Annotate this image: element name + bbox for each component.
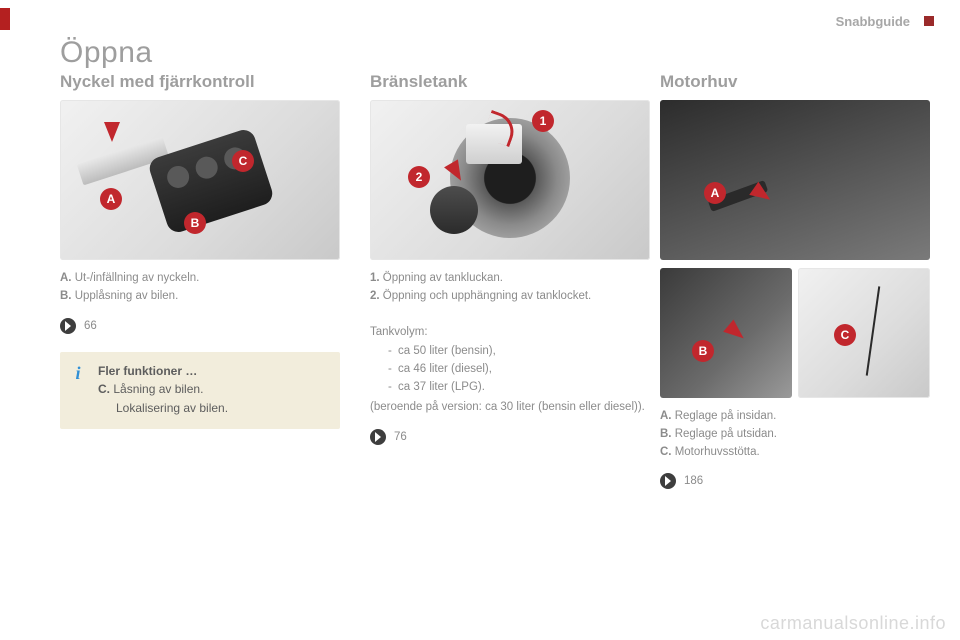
info-box: i Fler funktioner … C. Låsning av bilen.…: [60, 352, 340, 430]
col3-list: A. Reglage på insidan. B. Reglage på uts…: [660, 408, 930, 461]
badge-b: B: [184, 212, 206, 234]
ref-number: 76: [394, 431, 407, 443]
ref-number: 66: [84, 320, 97, 332]
info-label-c: C.: [98, 382, 110, 396]
badge-c: C: [834, 324, 856, 346]
badge-b: B: [692, 340, 714, 362]
figure-pair: B C: [660, 268, 930, 398]
bonnet-stay: [866, 286, 881, 375]
interior-dark-bg: [660, 100, 930, 260]
figure-bonnet-stay: C: [798, 268, 930, 398]
text-b: Upplåsning av bilen.: [75, 290, 179, 302]
page-ref-76: 76: [370, 429, 650, 445]
watermark: carmanualsonline.info: [760, 613, 946, 634]
ref-number: 186: [684, 475, 703, 487]
tank-volume-block: Tankvolym: ca 50 liter (bensin), ca 46 l…: [370, 324, 650, 417]
key-button: [193, 154, 221, 182]
info-title: Fler funktioner …: [98, 364, 197, 378]
section-label: Snabbguide: [836, 14, 910, 29]
col-bonnet: Motorhuv A B C A. Reglage på insidan. B.…: [660, 72, 930, 489]
ref-icon: [370, 429, 386, 445]
col2-heading: Bränsletank: [370, 72, 650, 92]
label-2: 2.: [370, 290, 380, 302]
bullet-2: ca 46 liter (diesel),: [388, 361, 650, 379]
arrow-icon: [104, 122, 120, 142]
text-b: Reglage på utsidan.: [675, 428, 777, 440]
page-ref-186: 186: [660, 473, 930, 489]
col1-list: A. Ut-/infällning av nyckeln. B. Upplåsn…: [60, 270, 340, 306]
col2-list: 1. Öppning av tankluckan. 2. Öppning och…: [370, 270, 650, 306]
label-b: B.: [660, 428, 672, 440]
badge-a: A: [100, 188, 122, 210]
bullet-1: ca 50 liter (bensin),: [388, 343, 650, 361]
badge-2: 2: [408, 166, 430, 188]
info-text-c: Låsning av bilen.: [113, 382, 203, 396]
key-head: [147, 127, 276, 235]
bullet-3: ca 37 liter (LPG).: [388, 379, 650, 397]
badge-c: C: [232, 150, 254, 172]
text-a: Ut-/infällning av nyckeln.: [75, 272, 200, 284]
fuel-cap: [430, 186, 478, 234]
label-c: C.: [660, 446, 672, 458]
col3-heading: Motorhuv: [660, 72, 930, 92]
text-a: Reglage på insidan.: [675, 410, 777, 422]
info-icon: i: [68, 360, 88, 380]
label-a: A.: [60, 272, 72, 284]
text-c: Motorhuvsstötta.: [675, 446, 760, 458]
tank-label: Tankvolym:: [370, 324, 650, 342]
accent-strip: [0, 8, 10, 30]
col1-heading: Nyckel med fjärrkontroll: [60, 72, 340, 92]
col-fuel-tank: Bränsletank 1 2 1. Öppning av tankluckan…: [370, 72, 650, 445]
tank-note: (beroende på version: ca 30 liter (bensi…: [370, 399, 650, 417]
ref-icon: [60, 318, 76, 334]
page-title: Öppna: [60, 36, 153, 70]
figure-fuel-tank: 1 2: [370, 100, 650, 260]
label-1: 1.: [370, 272, 380, 284]
corner-marker: [924, 16, 934, 26]
figure-bonnet-latch: B: [660, 268, 792, 398]
ref-icon: [660, 473, 676, 489]
text-1: Öppning av tankluckan.: [383, 272, 503, 284]
label-a: A.: [660, 410, 672, 422]
text-2: Öppning och upphängning av tanklocket.: [383, 290, 591, 302]
key-button: [164, 163, 192, 191]
figure-bonnet-interior: A: [660, 100, 930, 260]
label-b: B.: [60, 290, 72, 302]
badge-a: A: [704, 182, 726, 204]
page-ref-66: 66: [60, 318, 340, 334]
badge-1: 1: [532, 110, 554, 132]
col-key-remote: Nyckel med fjärrkontroll A B C A. Ut-/in…: [60, 72, 340, 429]
info-line2: Lokalisering av bilen.: [98, 399, 328, 418]
figure-key-remote: A B C: [60, 100, 340, 260]
